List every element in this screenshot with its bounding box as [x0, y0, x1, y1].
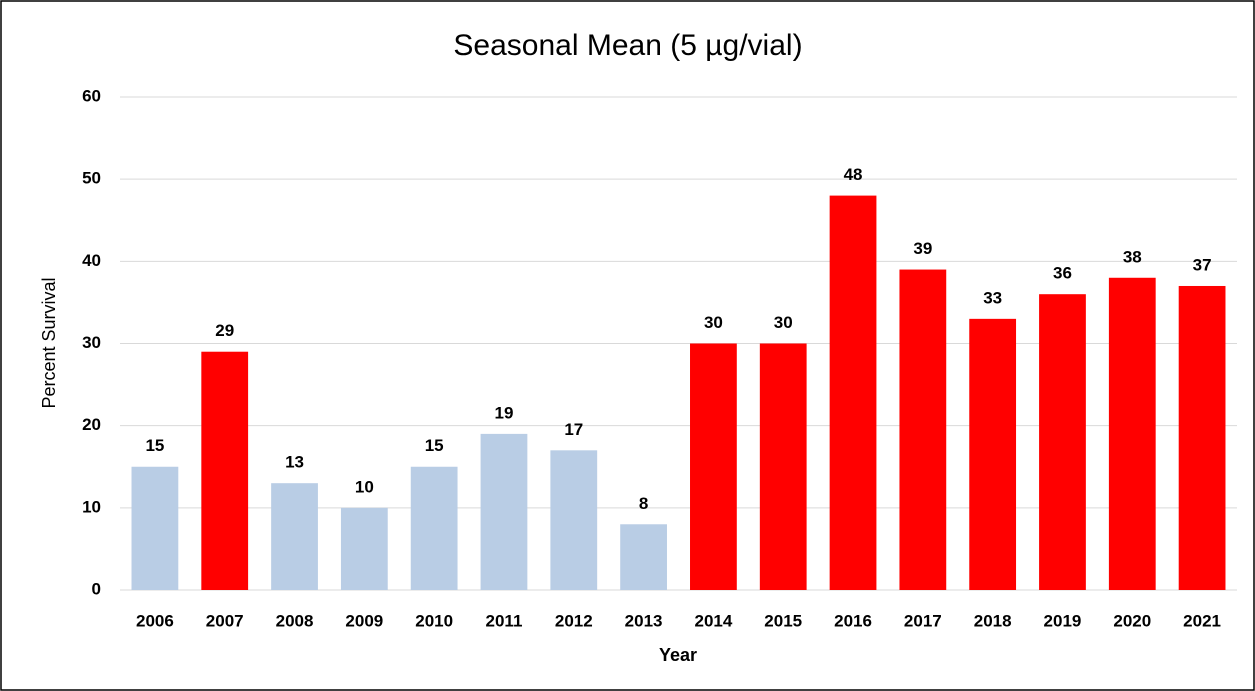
x-tick-label: 2021	[1183, 611, 1221, 630]
x-tick-label: 2018	[974, 611, 1012, 630]
x-tick-label: 2014	[694, 611, 732, 630]
bar	[1178, 285, 1226, 590]
data-label: 36	[1053, 264, 1072, 283]
x-tick-label: 2010	[415, 611, 453, 630]
x-axis-label: Year	[659, 645, 697, 665]
x-tick-label: 2006	[136, 611, 174, 630]
data-label: 30	[774, 313, 793, 332]
y-tick-label: 10	[82, 497, 101, 516]
bar	[480, 433, 528, 590]
bar	[690, 343, 737, 590]
bar	[1108, 277, 1156, 590]
x-tick-label: 2016	[834, 611, 872, 630]
bar	[1039, 294, 1086, 590]
bar	[550, 450, 598, 590]
data-label: 8	[639, 494, 648, 513]
bar	[201, 351, 249, 590]
data-label: 30	[704, 313, 723, 332]
data-label: 48	[844, 165, 863, 184]
data-label: 33	[983, 288, 1002, 307]
data-label: 17	[564, 420, 583, 439]
bar	[620, 524, 667, 590]
bar	[759, 343, 807, 590]
data-label: 39	[913, 239, 932, 258]
x-tick-label: 2009	[345, 611, 383, 630]
bar	[410, 466, 458, 590]
bar	[829, 195, 877, 590]
x-tick-label: 2011	[486, 611, 523, 630]
data-label: 15	[425, 436, 444, 455]
bar	[899, 269, 947, 590]
bar	[131, 466, 179, 590]
x-tick-label: 2019	[1044, 611, 1082, 630]
x-tick-label: 2013	[625, 611, 663, 630]
data-label: 37	[1193, 255, 1212, 274]
x-tick-label: 2015	[764, 611, 802, 630]
y-axis-label: Percent Survival	[39, 277, 59, 408]
x-tick-label: 2020	[1113, 611, 1151, 630]
y-tick-label: 20	[82, 415, 101, 434]
data-label: 15	[145, 436, 164, 455]
data-label: 13	[285, 453, 304, 472]
x-tick-label: 2012	[555, 611, 593, 630]
y-tick-label: 0	[92, 579, 101, 598]
data-label: 38	[1123, 247, 1142, 266]
chart-title: Seasonal Mean (5 µg/vial)	[453, 29, 802, 62]
data-label: 19	[495, 403, 514, 422]
bar	[271, 483, 318, 590]
y-tick-label: 60	[82, 86, 101, 105]
x-tick-label: 2008	[276, 611, 314, 630]
x-tick-label: 2017	[904, 611, 942, 630]
bar	[969, 318, 1017, 590]
y-tick-label: 50	[82, 169, 101, 188]
y-tick-label: 40	[82, 251, 101, 270]
bar	[340, 507, 388, 590]
x-tick-label: 2007	[206, 611, 244, 630]
y-tick-label: 30	[82, 333, 101, 352]
data-label: 29	[215, 321, 234, 340]
data-label: 10	[355, 477, 374, 496]
